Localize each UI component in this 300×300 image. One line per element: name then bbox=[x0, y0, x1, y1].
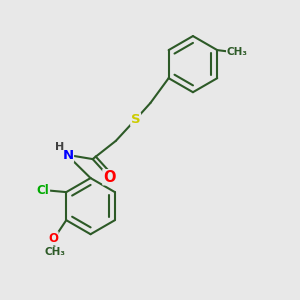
Text: Cl: Cl bbox=[37, 184, 50, 197]
Text: N: N bbox=[62, 149, 74, 162]
Text: CH₃: CH₃ bbox=[226, 47, 248, 57]
Text: CH₃: CH₃ bbox=[44, 247, 65, 257]
Text: H: H bbox=[55, 142, 64, 152]
Text: O: O bbox=[103, 170, 116, 185]
Text: S: S bbox=[131, 113, 140, 126]
Text: O: O bbox=[48, 232, 58, 245]
